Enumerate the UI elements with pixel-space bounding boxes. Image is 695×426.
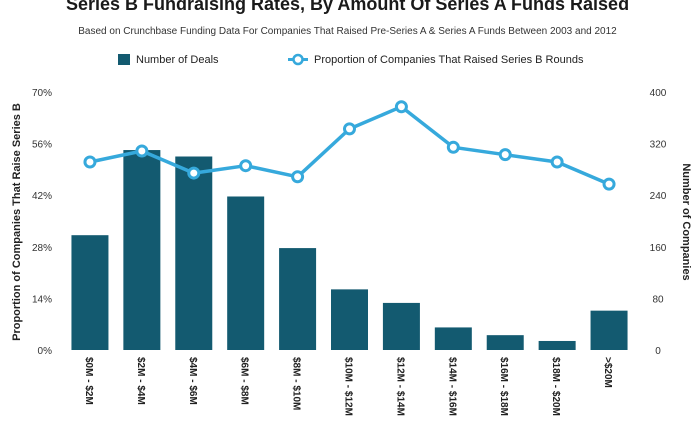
legend: Number of Deals Proportion of Companies …: [118, 53, 584, 66]
bar: [486, 335, 524, 350]
legend-bar-swatch: [118, 54, 130, 65]
line-point: [291, 170, 305, 184]
bar: [538, 340, 576, 350]
bar: [434, 327, 472, 350]
x-category-label: $8M - $10M: [291, 357, 302, 410]
bars: [71, 150, 628, 350]
x-category-label: $0M - $2M: [83, 357, 94, 405]
line-point: [343, 122, 356, 136]
axis-ticks: 0% 14% 28% 42% 56% 70% 0 80 160 240 320 400: [32, 88, 667, 357]
line-point: [239, 159, 253, 173]
x-category-label: $12M - $14M: [394, 357, 405, 416]
y-right-tick-label: 0: [655, 346, 661, 357]
line-point: [602, 177, 616, 191]
line-point: [550, 155, 564, 169]
line-point: [446, 140, 460, 154]
line-point: [135, 144, 149, 158]
chart-subtitle: Based on Crunchbase Funding Data For Com…: [78, 26, 617, 37]
y-left-tick-label: 28%: [32, 243, 52, 254]
y-axis-right-label: Number of Companies: [680, 163, 692, 280]
line-point: [83, 155, 97, 169]
proportion-line: [83, 100, 616, 191]
line-point: [498, 148, 512, 162]
x-category-label: $14M - $16M: [446, 357, 457, 416]
legend-line-label: Proportion of Companies That Raised Seri…: [314, 54, 584, 66]
bar: [227, 196, 265, 350]
y-left-tick-label: 0%: [38, 346, 53, 357]
y-left-tick-label: 56%: [32, 140, 52, 151]
legend-line-marker: [292, 53, 304, 66]
y-right-tick-label: 320: [650, 140, 667, 151]
x-category-label: $16M - $18M: [498, 357, 509, 416]
y-left-tick-label: 14%: [32, 294, 52, 305]
y-right-tick-label: 80: [652, 294, 664, 305]
x-category-label: $6M - $8M: [239, 357, 250, 405]
category-labels: $0M - $2M $2M - $4M $4M - $6M $6M - $8M $8M …: [83, 357, 613, 416]
y-left-tick-label: 70%: [32, 88, 52, 99]
x-category-label: $4M - $6M: [187, 357, 198, 405]
y-right-tick-label: 400: [650, 88, 667, 99]
y-right-tick-label: 240: [650, 191, 667, 202]
x-category-label: $18M - $20M: [550, 357, 561, 416]
bar: [279, 248, 317, 350]
y-left-tick-label: 42%: [32, 191, 52, 202]
bar: [71, 235, 109, 350]
bar: [590, 310, 628, 350]
bar: [123, 150, 161, 350]
chart-title: Series B Fundraising Rates, By Amount Of…: [65, 0, 630, 14]
x-category-label: $2M - $4M: [135, 357, 146, 405]
y-right-tick-label: 160: [650, 243, 667, 254]
line-point: [394, 100, 408, 114]
legend-bar-label: Number of Deals: [136, 54, 219, 66]
y-axis-left-label: Proportion of Companies That Raise Serie…: [11, 103, 23, 341]
line-point: [187, 166, 201, 180]
x-category-label: $10M - $12M: [343, 357, 354, 416]
x-category-label: >$20M: [602, 357, 613, 388]
bar: [175, 156, 213, 350]
bar: [382, 302, 420, 350]
bar: [331, 289, 368, 350]
line-series: [89, 104, 610, 186]
